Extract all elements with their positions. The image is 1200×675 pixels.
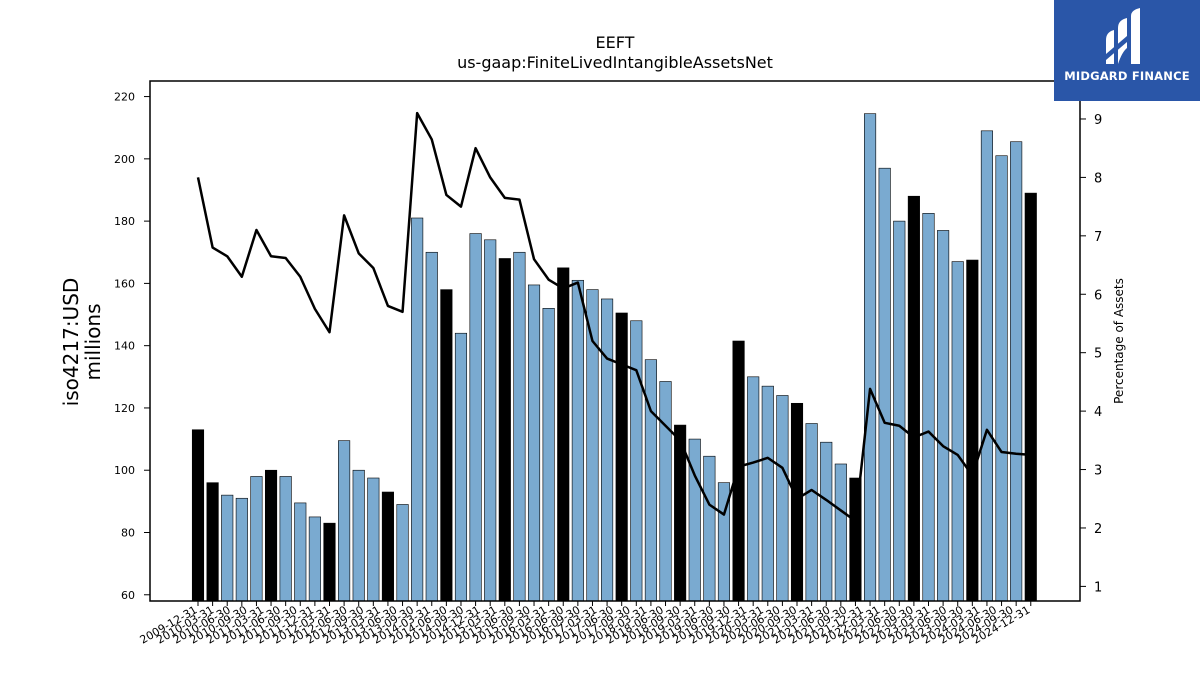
bar <box>191 429 205 602</box>
bar <box>864 113 877 602</box>
y2-tick-label: 1 <box>1094 580 1102 595</box>
bar <box>878 167 891 602</box>
y-tick-label: 100 <box>114 464 135 477</box>
y2-tick-label: 3 <box>1094 464 1102 479</box>
bar <box>820 441 833 602</box>
bar <box>250 476 263 602</box>
bar <box>849 477 862 602</box>
brand-name: MIDGARD FINANCE <box>1064 69 1190 83</box>
bar <box>703 455 716 602</box>
bar <box>542 308 555 602</box>
bar <box>294 502 307 602</box>
bar <box>995 155 1008 602</box>
y-tick-label: 140 <box>114 340 135 353</box>
line-group <box>196 111 1031 523</box>
bar <box>776 395 789 602</box>
bar <box>396 504 409 602</box>
bar <box>805 423 818 602</box>
y-tick-label: 80 <box>121 526 135 539</box>
y-tick-label: 120 <box>114 402 135 415</box>
midgard-logo-icon <box>1106 8 1140 64</box>
bar <box>206 482 219 602</box>
bar <box>352 469 365 602</box>
x-axis: 2009-12-312010-03-312010-06-302010-09-30… <box>138 601 1032 647</box>
y2-tick-label: 5 <box>1094 347 1102 362</box>
y2-tick-label: 4 <box>1094 405 1102 420</box>
bar <box>527 284 541 602</box>
y2-tick-label: 8 <box>1094 171 1102 186</box>
y2-tick-label: 2 <box>1094 522 1102 537</box>
bar <box>893 220 906 602</box>
bar <box>644 359 657 602</box>
bar <box>615 312 628 602</box>
bar <box>834 463 847 602</box>
bar <box>279 476 292 602</box>
y2-tick-label: 7 <box>1094 230 1102 245</box>
y2-tick-label: 6 <box>1094 288 1102 303</box>
bar <box>937 230 950 602</box>
bar <box>323 522 336 602</box>
bar <box>235 497 248 602</box>
bar <box>440 289 453 602</box>
y-tick-label: 200 <box>114 153 135 166</box>
bar <box>454 332 468 602</box>
bar <box>732 340 745 602</box>
bar <box>411 217 424 602</box>
brand-logo: MIDGARD FINANCE <box>1054 0 1200 101</box>
bar <box>790 402 804 602</box>
y-axis-label: iso4217:USDmillions <box>59 278 105 407</box>
plot-frame <box>149 80 1081 602</box>
chart-title: EEFT <box>596 33 635 52</box>
bar <box>498 258 511 602</box>
bar <box>221 494 234 602</box>
bar <box>601 298 614 602</box>
chart-subtitle: us-gaap:FiniteLivedIntangibleAssetsNet <box>457 53 773 72</box>
bar <box>966 259 979 602</box>
bar <box>469 233 482 602</box>
bar <box>513 251 526 602</box>
line-series <box>196 111 1031 523</box>
bar <box>308 516 321 602</box>
bar <box>630 320 643 602</box>
bar <box>381 491 394 602</box>
bars-group <box>191 113 1037 602</box>
y2-tick-label: 9 <box>1094 113 1102 128</box>
bar <box>338 440 351 602</box>
bar <box>557 267 570 602</box>
bar <box>907 195 920 602</box>
y2-axis-label: Percentage of Assets <box>1112 278 1126 404</box>
y-tick-label: 220 <box>114 91 135 104</box>
y-tick-label: 60 <box>121 589 135 602</box>
y-tick-label: 160 <box>114 277 135 290</box>
bar <box>367 477 380 602</box>
y-tick-label: 180 <box>114 215 135 228</box>
bar <box>425 251 438 602</box>
bar <box>951 261 964 602</box>
y-axis-right: 1 2 3 4 5 6 7 8 9 <box>1080 113 1102 595</box>
y-axis-left: 60 80 100 120 140 160 180 200 220 <box>114 91 150 602</box>
bar <box>922 213 935 602</box>
bar <box>747 376 760 602</box>
bar <box>659 381 672 602</box>
bar <box>1024 192 1037 602</box>
bar <box>980 130 993 602</box>
bar <box>1010 141 1023 602</box>
bar <box>761 385 774 602</box>
bar <box>571 279 584 602</box>
bar <box>264 469 278 602</box>
bar <box>484 239 497 602</box>
